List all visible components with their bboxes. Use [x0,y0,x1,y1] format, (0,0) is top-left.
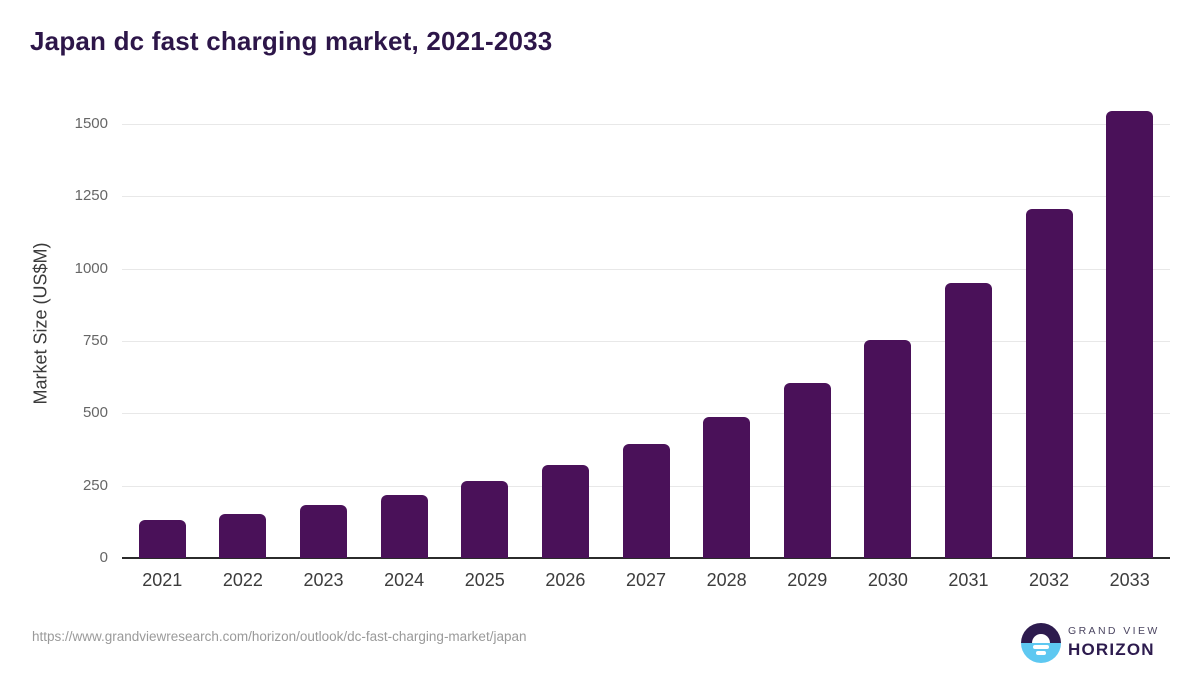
bar-2028 [703,417,751,558]
bar-2029 [783,382,831,558]
bar-2021 [138,520,186,558]
x-tick-2022: 2022 [222,570,263,590]
x-tick-2032: 2032 [1029,570,1070,590]
y-tick-0: 0 [99,549,108,566]
chart-title: Japan dc fast charging market, 2021-2033 [30,26,553,56]
x-tick-2033: 2033 [1109,570,1150,590]
x-tick-2025: 2025 [464,570,505,590]
gridline-1250 [122,196,1170,198]
bar-2022 [219,513,267,558]
gridline-1000 [122,268,1170,270]
x-tick-2030: 2030 [867,570,908,590]
y-tick-250: 250 [82,476,108,494]
bar-2033 [1106,111,1154,558]
bar-2032 [1025,208,1073,558]
horizon-sun-icon [1021,623,1061,663]
x-tick-2031: 2031 [948,570,989,590]
y-tick-1000: 1000 [74,259,108,277]
grand-view-horizon-logo: GRAND VIEW HORIZON [1021,622,1171,664]
x-tick-2029: 2029 [787,570,828,590]
gridline-500 [122,413,1170,415]
x-tick-2021: 2021 [142,570,183,590]
x-tick-2024: 2024 [384,570,425,590]
bar-2027 [622,444,670,558]
x-tick-2023: 2023 [303,570,344,590]
bar-2026 [541,465,589,558]
bar-2023 [300,505,348,558]
y-tick-1250: 1250 [74,187,108,205]
logo-product-name: HORIZON [1068,640,1155,659]
bar-2025 [461,481,509,558]
x-tick-2026: 2026 [545,570,586,590]
source-url: https://www.grandviewresearch.com/horizo… [32,629,527,644]
y-tick-1500: 1500 [74,114,108,132]
bar-2031 [944,283,992,558]
bar-2024 [380,495,428,558]
bar-2030 [864,340,912,558]
x-tick-2028: 2028 [706,570,747,590]
gridline-1500 [122,123,1170,125]
x-axis-line [122,557,1170,559]
logo-brand-name: GRAND VIEW [1068,625,1160,637]
gridline-750 [122,340,1170,342]
x-tick-2027: 2027 [625,570,667,590]
y-tick-750: 750 [82,331,108,349]
y-tick-500: 500 [82,404,108,422]
